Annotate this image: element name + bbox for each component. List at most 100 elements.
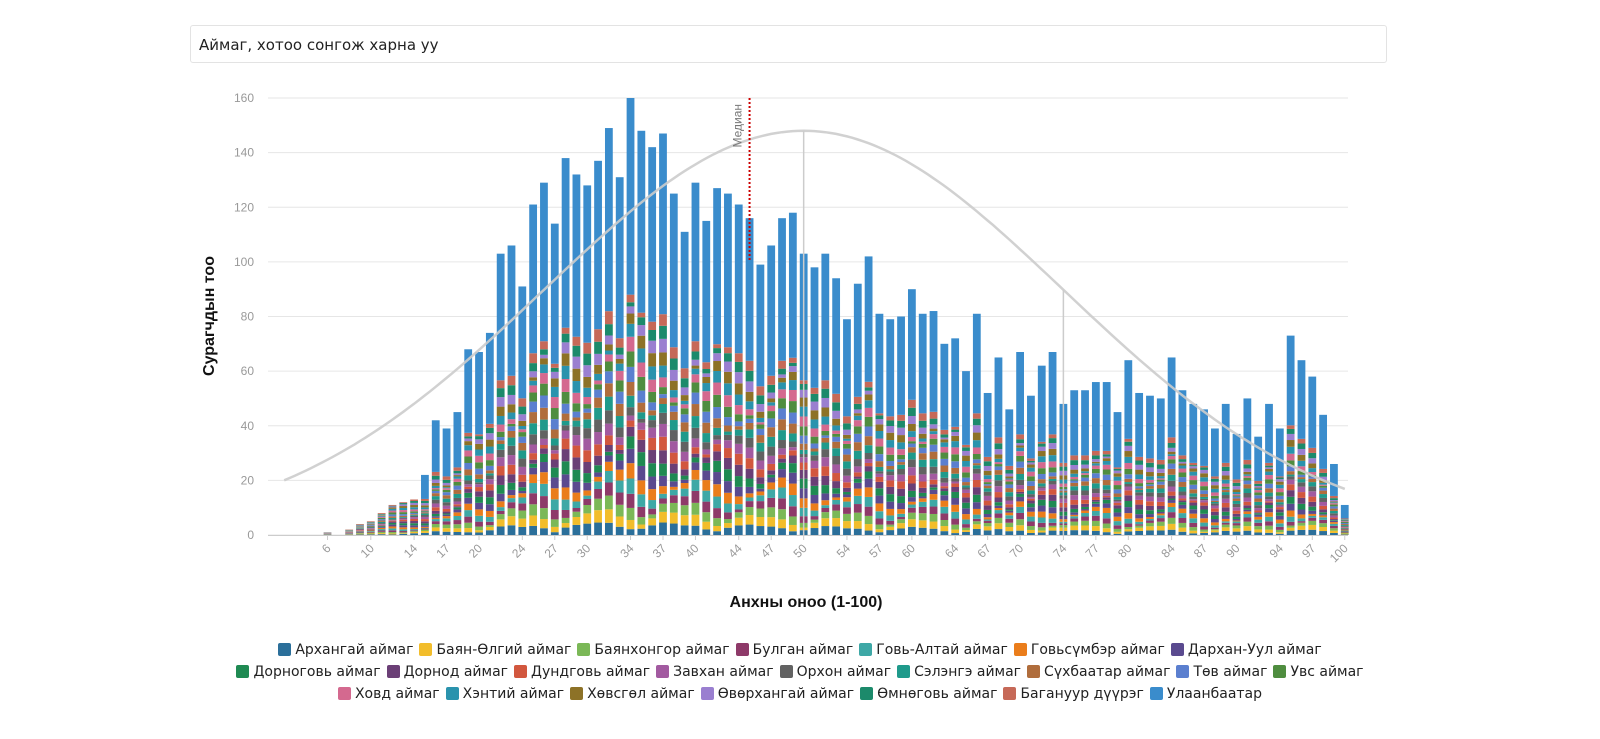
bar-segment bbox=[983, 500, 992, 506]
bar-segment bbox=[1070, 504, 1079, 509]
legend-item[interactable]: Дорнод аймаг bbox=[386, 661, 508, 683]
bar-segment bbox=[1308, 376, 1317, 448]
bar-segment bbox=[540, 472, 548, 484]
bar-segment bbox=[1265, 521, 1273, 526]
bar-segment bbox=[507, 455, 516, 465]
legend-item[interactable]: Хөвсгөл аймаг bbox=[570, 683, 695, 705]
legend-item[interactable]: Дархан-Уул аймаг bbox=[1170, 639, 1322, 661]
bar-segment bbox=[940, 486, 949, 489]
bar-segment bbox=[756, 264, 765, 387]
legend-item[interactable]: Сүхбаатар аймаг bbox=[1027, 661, 1170, 683]
legend-item[interactable]: Өвөрхангай аймаг bbox=[700, 683, 854, 705]
bar-segment bbox=[377, 524, 386, 525]
bar-segment bbox=[356, 530, 364, 531]
legend-item[interactable]: Төв аймаг bbox=[1176, 661, 1267, 683]
aimag-select[interactable]: Аймаг, хотоо сонгож харна уу bbox=[190, 25, 1387, 63]
bar-segment bbox=[1275, 523, 1284, 527]
bar-segment bbox=[843, 416, 851, 424]
bar-segment bbox=[1340, 518, 1349, 520]
legend-item[interactable]: Говь-Алтай аймаг bbox=[859, 639, 1008, 661]
bar-segment bbox=[442, 489, 451, 493]
bar-segment bbox=[972, 447, 981, 455]
legend-item[interactable]: Хэнтий аймаг bbox=[445, 683, 564, 705]
bar-segment bbox=[1124, 483, 1133, 487]
bar-segment bbox=[756, 488, 765, 492]
bar-segment bbox=[951, 429, 960, 432]
bar-segment bbox=[713, 518, 721, 526]
bar-segment bbox=[875, 415, 884, 420]
bar-segment bbox=[1037, 468, 1046, 474]
bar-segment bbox=[421, 531, 429, 533]
legend-item[interactable]: Завхан аймаг bbox=[656, 661, 774, 683]
legend-label: Архангай аймаг bbox=[295, 642, 414, 658]
bar-segment bbox=[864, 466, 873, 472]
bar-segment bbox=[897, 459, 905, 463]
legend-item[interactable]: Булган аймаг bbox=[735, 639, 853, 661]
bar-segment bbox=[691, 525, 700, 535]
bar-segment bbox=[1189, 468, 1198, 472]
bar-segment bbox=[615, 437, 624, 445]
bar-segment bbox=[1124, 518, 1133, 524]
legend-item[interactable]: Архангай аймаг bbox=[278, 639, 413, 661]
legend-item[interactable]: Орхон аймаг bbox=[779, 661, 891, 683]
bar-segment bbox=[843, 501, 851, 508]
bar-segment bbox=[615, 359, 624, 364]
bar-segment bbox=[485, 479, 494, 485]
bar-segment bbox=[843, 497, 851, 502]
bar-segment bbox=[1297, 503, 1306, 510]
legend-item[interactable]: Ховд аймаг bbox=[337, 683, 440, 705]
bar-segment bbox=[745, 409, 754, 416]
bar-segment bbox=[529, 380, 538, 386]
bar-segment bbox=[1081, 520, 1089, 526]
bar-segment bbox=[1243, 509, 1252, 512]
bar-segment bbox=[1221, 479, 1230, 484]
bar-segment bbox=[388, 521, 397, 523]
bar-segment bbox=[637, 312, 646, 318]
bar-segment bbox=[399, 515, 408, 517]
bar-segment bbox=[994, 480, 1003, 487]
bar-segment bbox=[410, 509, 418, 512]
bar-segment bbox=[604, 455, 613, 462]
bar-segment bbox=[962, 530, 970, 532]
legend-item[interactable]: Баянхонгор аймаг bbox=[577, 639, 730, 661]
bar-segment bbox=[1016, 451, 1024, 456]
legend-item[interactable]: Дундговь аймаг bbox=[514, 661, 650, 683]
bar-segment bbox=[648, 500, 657, 509]
legend-item[interactable]: Дорноговь аймаг bbox=[236, 661, 381, 683]
bar-segment bbox=[1048, 352, 1057, 435]
bar-segment bbox=[637, 480, 646, 495]
bar-segment bbox=[1254, 492, 1263, 496]
bar-segment bbox=[485, 516, 494, 522]
bar-segment bbox=[529, 483, 538, 494]
bar-segment bbox=[561, 378, 570, 392]
bar-segment bbox=[875, 454, 884, 462]
bar-segment bbox=[669, 402, 678, 406]
legend-item[interactable]: Улаанбаатар bbox=[1149, 683, 1262, 705]
bar-segment bbox=[832, 441, 841, 449]
bar-segment bbox=[843, 507, 851, 514]
bar-segment bbox=[734, 509, 743, 513]
bar-segment bbox=[994, 464, 1003, 467]
bar-segment bbox=[637, 465, 646, 481]
bar-segment bbox=[994, 492, 1003, 498]
bar-segment bbox=[604, 435, 613, 445]
legend-item[interactable]: Говьсүмбэр аймаг bbox=[1013, 639, 1165, 661]
bar-segment bbox=[572, 336, 581, 346]
bar-segment bbox=[897, 427, 905, 436]
bar-segment bbox=[843, 475, 851, 483]
bar-segment bbox=[507, 245, 516, 376]
bar-segment bbox=[572, 403, 581, 412]
legend-item[interactable]: Увс аймаг bbox=[1273, 661, 1364, 683]
legend-item[interactable]: Сэлэнгэ аймаг bbox=[897, 661, 1021, 683]
legend-item[interactable]: Багануур дүүрэг bbox=[1003, 683, 1144, 705]
bar-segment bbox=[724, 371, 732, 384]
legend-item[interactable]: Баян-Өлгий аймаг bbox=[419, 639, 571, 661]
bar-segment bbox=[475, 462, 483, 469]
bar-segment bbox=[1081, 390, 1089, 456]
bar-segment bbox=[1178, 455, 1187, 460]
bar-segment bbox=[1135, 504, 1144, 510]
bar-segment bbox=[778, 382, 786, 390]
legend-item[interactable]: Өмнөговь аймаг bbox=[860, 683, 997, 705]
bar-segment bbox=[1308, 491, 1317, 497]
legend-label: Багануур дүүрэг bbox=[1020, 686, 1144, 702]
